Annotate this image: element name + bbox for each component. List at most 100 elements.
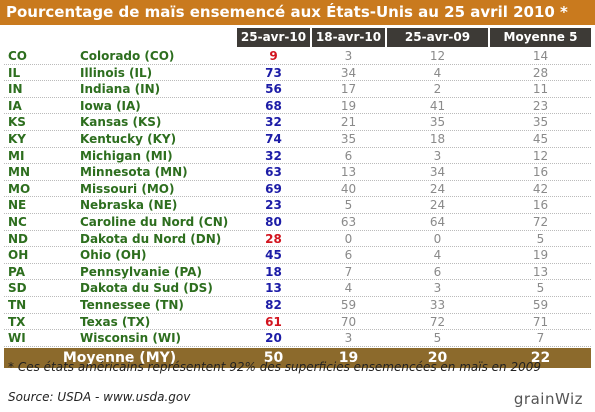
value-cell: 59 [532, 298, 549, 312]
value-cell: 13 [265, 281, 282, 296]
state-code: PA [8, 264, 25, 279]
value-cell: 12 [532, 148, 549, 163]
row-line [4, 345, 591, 347]
value-cell: 72 [532, 215, 549, 229]
value-cell: 82 [265, 298, 282, 312]
value-cell: 3 [344, 331, 353, 346]
row-line [4, 329, 591, 331]
row-line [4, 113, 591, 115]
state-code: ND [8, 231, 29, 246]
value-cell: 7 [344, 264, 353, 279]
footer-label: Moyenne (MY) [62, 349, 177, 366]
value-cell: 34 [340, 65, 357, 80]
row-line [4, 130, 591, 131]
source: Source: USDA - www.usda.gov [8, 390, 191, 404]
column-header: 25-avr-10 [237, 28, 310, 47]
value-cell: 74 [265, 132, 282, 146]
value-cell: 5 [344, 198, 353, 213]
value-cell: 70 [340, 314, 357, 329]
state-code: MN [8, 165, 30, 180]
value-cell: 5 [536, 281, 545, 296]
value-cell: 71 [532, 314, 549, 329]
footer-value: 22 [530, 349, 551, 366]
value-cell: 33 [429, 298, 446, 312]
value-cell: 59 [340, 298, 357, 312]
state-code: IA [8, 98, 22, 113]
value-cell: 4 [433, 65, 442, 80]
state-name: Kansas (KS) [80, 115, 162, 130]
state-name: Illinois (IL) [80, 65, 153, 80]
state-code: NE [8, 198, 27, 213]
state-code: SD [8, 281, 27, 296]
row-line [4, 196, 591, 198]
state-name: Nebraska (NE) [80, 198, 178, 213]
state-code: TN [8, 298, 27, 312]
value-cell: 35 [340, 132, 357, 146]
state-name: Indiana (IN) [80, 82, 161, 97]
column-header: 18-avr-10 [312, 28, 385, 47]
state-name: Ohio (OH) [80, 248, 147, 263]
state-code: OH [8, 248, 29, 263]
value-cell: 11 [532, 82, 549, 97]
state-code: CO [8, 49, 28, 63]
row-line [4, 96, 591, 98]
value-cell: 73 [265, 65, 282, 80]
value-cell: 42 [532, 181, 549, 196]
value-cell: 69 [265, 181, 282, 196]
state-code: NC [8, 215, 27, 229]
value-cell: 61 [265, 314, 282, 329]
state-name: Colorado (CO) [80, 49, 175, 63]
value-cell: 28 [265, 231, 282, 246]
value-cell: 4 [433, 248, 442, 263]
value-cell: 16 [532, 198, 549, 213]
logo: grainWiz [513, 390, 583, 408]
state-name: Dakota du Nord (DN) [80, 231, 222, 246]
value-cell: 14 [532, 49, 549, 63]
state-code: KS [8, 115, 26, 130]
state-code: MI [8, 148, 25, 163]
value-cell: 2 [433, 82, 442, 97]
value-cell: 5 [433, 331, 442, 346]
value-cell: 18 [265, 264, 282, 279]
state-code: MO [8, 181, 31, 196]
value-cell: 17 [340, 82, 357, 97]
footer-value: 50 [263, 349, 284, 366]
footer-band [4, 347, 591, 368]
row-line [4, 146, 591, 148]
value-cell: 72 [429, 314, 446, 329]
row-line [4, 296, 591, 297]
column-header: Moyenne 5 [490, 28, 591, 47]
value-cell: 6 [344, 248, 353, 263]
state-code: KY [8, 132, 26, 146]
state-name: Missouri (MO) [80, 181, 175, 196]
title: Pourcentage de maïs ensemencé aux États-… [0, 0, 595, 25]
state-name: Pennsylvanie (PA) [80, 264, 202, 279]
value-cell: 6 [344, 148, 353, 163]
state-name: Tennessee (TN) [80, 298, 184, 312]
row-line [4, 246, 591, 248]
row-line [4, 163, 591, 165]
state-name: Minnesota (MN) [80, 165, 188, 180]
state-name: Wisconsin (WI) [80, 331, 182, 346]
state-code: IN [8, 82, 23, 97]
value-cell: 24 [429, 198, 446, 213]
value-cell: 35 [532, 115, 549, 130]
value-cell: 45 [265, 248, 282, 263]
state-code: IL [8, 65, 21, 80]
row-line [4, 312, 591, 314]
value-cell: 32 [265, 148, 282, 163]
value-cell: 28 [532, 65, 549, 80]
state-code: TX [8, 314, 26, 329]
value-cell: 68 [265, 98, 282, 113]
column-header: 25-avr-09 [387, 28, 488, 47]
value-cell: 45 [532, 132, 549, 146]
row-line [4, 213, 591, 214]
value-cell: 40 [340, 181, 357, 196]
value-cell: 18 [429, 132, 446, 146]
state-name: Michigan (MI) [80, 148, 173, 163]
value-cell: 7 [536, 331, 545, 346]
value-cell: 63 [340, 215, 357, 229]
value-cell: 23 [532, 98, 549, 113]
value-cell: 5 [536, 231, 545, 246]
row-line [4, 229, 591, 231]
